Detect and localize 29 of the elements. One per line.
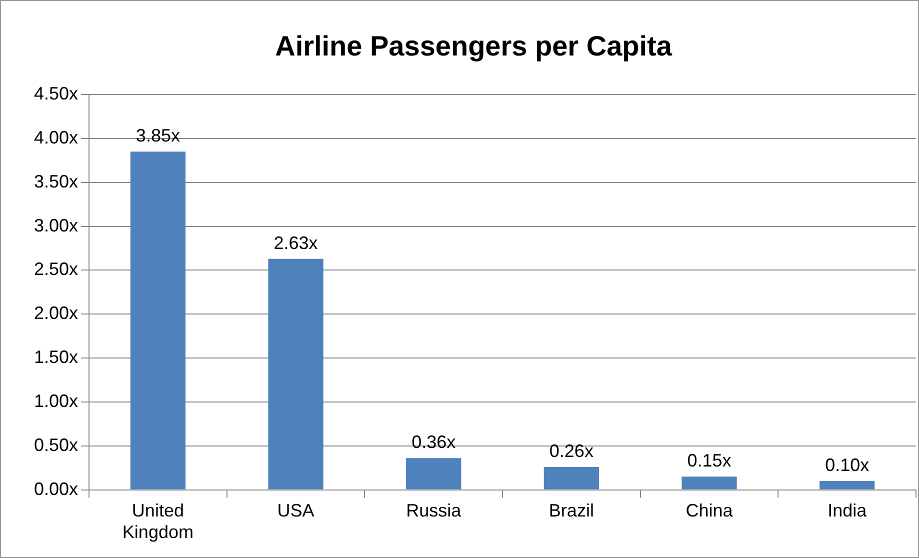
x-tick-label: Brazil [548, 500, 594, 521]
bar [268, 258, 324, 490]
bar [544, 466, 599, 490]
y-tick-label: 0.50x [34, 434, 78, 455]
x-tick-label: United Kingdom [122, 500, 194, 542]
data-label: 0.10x [825, 454, 870, 475]
data-label: 2.63x [274, 232, 318, 253]
bar [130, 152, 186, 490]
y-tick-label: 3.00x [34, 215, 78, 236]
y-tick-label: 0.00x [34, 478, 78, 499]
y-tick-label: 4.00x [34, 127, 78, 148]
bar [682, 476, 737, 490]
x-tick-label: China [686, 500, 734, 521]
y-tick-label: 1.00x [34, 390, 78, 411]
data-label: 0.15x [687, 450, 732, 471]
x-tick-label: India [828, 500, 868, 521]
x-tick-label: USA [277, 500, 314, 521]
data-label: 0.36x [412, 432, 456, 452]
y-tick-label: 2.00x [34, 303, 78, 324]
y-tick-label: 3.50x [34, 171, 78, 192]
y-tick-label: 1.50x [34, 347, 78, 368]
bar [406, 458, 462, 490]
data-label: 3.85x [136, 126, 180, 146]
bar [820, 481, 875, 490]
chart-title: Airline Passengers per Capita [275, 30, 672, 62]
data-label: 0.26x [549, 440, 594, 461]
x-tick-label: Russia [406, 500, 462, 521]
y-tick-label: 4.50x [34, 84, 78, 104]
y-tick-label: 2.50x [34, 259, 78, 280]
